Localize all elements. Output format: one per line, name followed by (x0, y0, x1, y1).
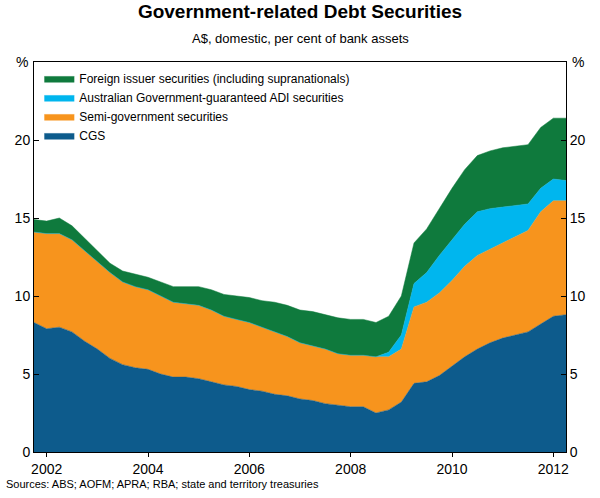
svg-text:A$, domestic, per cent of bank: A$, domestic, per cent of bank assets (192, 31, 409, 46)
svg-text:20: 20 (570, 132, 586, 148)
svg-text:Semi-government securities: Semi-government securities (79, 110, 228, 124)
svg-text:15: 15 (15, 210, 31, 226)
svg-text:2010: 2010 (436, 461, 467, 477)
svg-text:15: 15 (570, 210, 586, 226)
svg-text:20: 20 (15, 132, 31, 148)
svg-text:2004: 2004 (132, 461, 163, 477)
svg-text:0: 0 (22, 444, 30, 460)
svg-text:CGS: CGS (79, 129, 105, 143)
svg-text:Government-related Debt Securi: Government-related Debt Securities (138, 1, 462, 22)
svg-text:10: 10 (15, 288, 31, 304)
svg-text:Australian Government-guarante: Australian Government-guaranteed ADI sec… (79, 91, 343, 105)
svg-text:%: % (16, 54, 28, 70)
svg-text:Foreign issuer securities (inc: Foreign issuer securities (including sup… (79, 72, 349, 86)
svg-text:%: % (572, 54, 584, 70)
svg-text:5: 5 (570, 366, 578, 382)
svg-text:5: 5 (22, 366, 30, 382)
svg-text:10: 10 (570, 288, 586, 304)
svg-text:2008: 2008 (335, 461, 366, 477)
svg-text:0: 0 (570, 444, 578, 460)
svg-text:2006: 2006 (234, 461, 265, 477)
svg-text:Sources: ABS; AOFM; APRA; RBA;: Sources: ABS; AOFM; APRA; RBA; state and… (6, 478, 319, 490)
svg-text:2012: 2012 (538, 461, 569, 477)
svg-text:2002: 2002 (31, 461, 62, 477)
